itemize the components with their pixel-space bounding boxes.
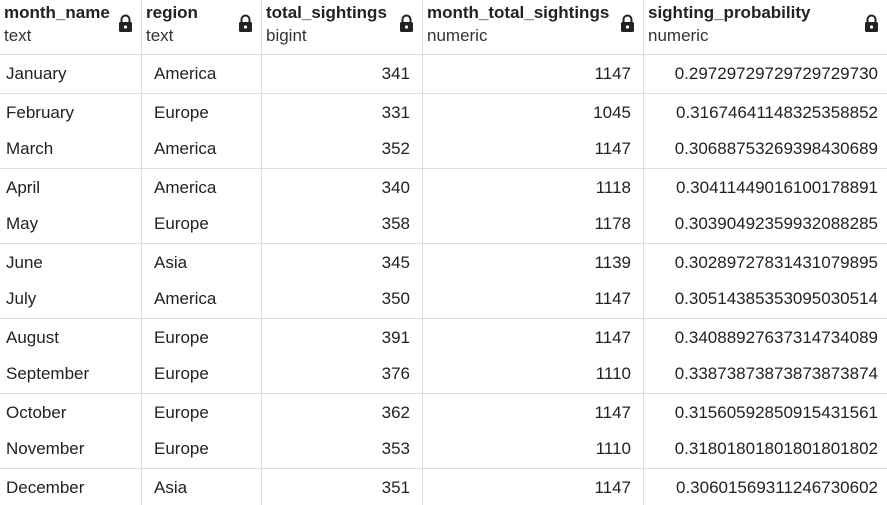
cell-month-total-sightings[interactable]: 1147 (423, 393, 644, 430)
cell-total-sightings[interactable]: 352 (262, 130, 423, 168)
table-row[interactable]: November Europe 353 1110 0.3180180180180… (0, 430, 887, 468)
cell-sighting-probability[interactable]: 0.31560592850915431561 (674, 402, 878, 422)
cell-month-name[interactable]: October (0, 393, 142, 430)
table-row[interactable]: December Asia 351 1147 0.306015693112467… (0, 467, 887, 505)
lock-icon (400, 14, 413, 32)
cell-sighting-probability[interactable]: 0.30601569311246730602 (675, 477, 878, 497)
cell-month-total-sightings[interactable]: 1139 (423, 243, 644, 280)
cell-region[interactable]: Asia (142, 468, 262, 505)
cell-region[interactable]: America (142, 168, 262, 205)
cell-total-sightings[interactable]: 391 (262, 318, 423, 355)
table-row[interactable]: August Europe 391 1147 0.340889276373147… (0, 317, 887, 355)
cell-sighting-probability[interactable]: 0.31674641148325358852 (675, 102, 878, 122)
cell-sighting-probability[interactable]: 0.31801801801801801802 (674, 439, 878, 458)
cell-month-name[interactable]: June (0, 243, 142, 280)
cell-month-name[interactable]: December (0, 468, 142, 505)
cell-sighting-probability[interactable]: 0.29729729729729729730 (674, 64, 878, 83)
table-row[interactable]: September Europe 376 1110 0.338738738738… (0, 355, 887, 393)
table-row[interactable]: February Europe 331 1045 0.3167464114832… (0, 92, 887, 130)
cell-total-sightings[interactable]: 376 (262, 355, 423, 393)
cell-month-name[interactable]: April (0, 168, 142, 205)
cell-month-total-sightings[interactable]: 1178 (423, 205, 644, 243)
column-type: numeric (427, 26, 488, 45)
column-name: month_name (4, 3, 110, 22)
cell-sighting-probability[interactable]: 0.34088927637314734089 (674, 327, 878, 347)
cell-sighting-probability[interactable]: 0.30688753269398430689 (674, 139, 878, 158)
cell-region[interactable]: Europe (142, 430, 262, 468)
cell-total-sightings[interactable]: 362 (262, 393, 423, 430)
cell-month-name[interactable]: August (0, 318, 142, 355)
cell-total-sightings[interactable]: 350 (262, 280, 423, 318)
cell-total-sightings[interactable]: 345 (262, 243, 423, 280)
cell-month-name[interactable]: May (0, 205, 142, 243)
lock-icon (239, 14, 252, 32)
cell-month-name[interactable]: September (0, 355, 142, 393)
cell-month-total-sightings[interactable]: 1147 (423, 280, 644, 318)
cell-month-total-sightings[interactable]: 1110 (423, 355, 644, 393)
column-name: sighting_probability (648, 3, 811, 22)
column-type: text (4, 26, 32, 45)
column-header-month-name[interactable]: month_name text (0, 0, 142, 54)
cell-month-name[interactable]: March (0, 130, 142, 168)
cell-sighting-probability[interactable]: 0.33873873873873873874 (674, 364, 878, 383)
cell-region[interactable]: America (142, 130, 262, 168)
table-row[interactable]: January America 341 1147 0.2972972972972… (0, 55, 887, 93)
table-row[interactable]: May Europe 358 1178 0.303904923599320882… (0, 205, 887, 243)
cell-region[interactable]: Asia (142, 243, 262, 280)
cell-total-sightings[interactable]: 341 (262, 55, 423, 93)
cell-sighting-probability[interactable]: 0.30390492359932088285 (674, 214, 878, 233)
column-header-month-total-sightings[interactable]: month_total_sightings numeric (423, 0, 644, 54)
cell-month-total-sightings[interactable]: 1147 (423, 55, 644, 93)
table-row[interactable]: June Asia 345 1139 0.3028972783143107989… (0, 242, 887, 280)
grid-body: January America 341 1147 0.2972972972972… (0, 55, 887, 505)
cell-sighting-probability[interactable]: 0.30514385353095030514 (674, 289, 878, 308)
column-type: bigint (266, 26, 307, 45)
cell-month-total-sightings[interactable]: 1110 (423, 430, 644, 468)
cell-region[interactable]: Europe (142, 355, 262, 393)
column-type: numeric (648, 26, 709, 45)
cell-month-total-sightings[interactable]: 1147 (423, 130, 644, 168)
cell-region[interactable]: Europe (142, 318, 262, 355)
cell-month-total-sightings[interactable]: 1045 (423, 93, 644, 130)
lock-icon (621, 14, 634, 32)
lock-icon (119, 14, 132, 32)
grid-header: month_name text region text total_sighti… (0, 0, 887, 55)
cell-sighting-probability[interactable]: 0.30289727831431079895 (674, 252, 878, 272)
table-row[interactable]: July America 350 1147 0.3051438535309503… (0, 280, 887, 318)
cell-month-name[interactable]: November (0, 430, 142, 468)
column-header-total-sightings[interactable]: total_sightings bigint (262, 0, 423, 54)
column-header-sighting-probability[interactable]: sighting_probability numeric (644, 0, 887, 54)
cell-total-sightings[interactable]: 340 (262, 168, 423, 205)
cell-region[interactable]: America (142, 55, 262, 93)
cell-month-name[interactable]: January (0, 55, 142, 93)
cell-sighting-probability[interactable]: 0.30411449016100178891 (675, 177, 878, 197)
cell-month-total-sightings[interactable]: 1118 (423, 168, 644, 205)
cell-total-sightings[interactable]: 358 (262, 205, 423, 243)
lock-icon (865, 14, 878, 32)
column-type: text (146, 26, 174, 45)
column-header-region[interactable]: region text (142, 0, 262, 54)
cell-region[interactable]: Europe (142, 393, 262, 430)
cell-region[interactable]: Europe (142, 205, 262, 243)
table-row[interactable]: April America 340 1118 0.304114490161001… (0, 167, 887, 205)
cell-region[interactable]: America (142, 280, 262, 318)
cell-month-total-sightings[interactable]: 1147 (423, 318, 644, 355)
table-row[interactable]: March America 352 1147 0.306887532693984… (0, 130, 887, 168)
cell-month-name[interactable]: February (0, 93, 142, 130)
cell-total-sightings[interactable]: 331 (262, 93, 423, 130)
column-name: region (146, 3, 198, 22)
column-name: month_total_sightings (427, 3, 610, 22)
table-row[interactable]: October Europe 362 1147 0.31560592850915… (0, 392, 887, 430)
column-name: total_sightings (266, 3, 387, 22)
cell-total-sightings[interactable]: 351 (262, 468, 423, 505)
cell-month-name[interactable]: July (0, 280, 142, 318)
cell-region[interactable]: Europe (142, 93, 262, 130)
cell-month-total-sightings[interactable]: 1147 (423, 468, 644, 505)
cell-total-sightings[interactable]: 353 (262, 430, 423, 468)
